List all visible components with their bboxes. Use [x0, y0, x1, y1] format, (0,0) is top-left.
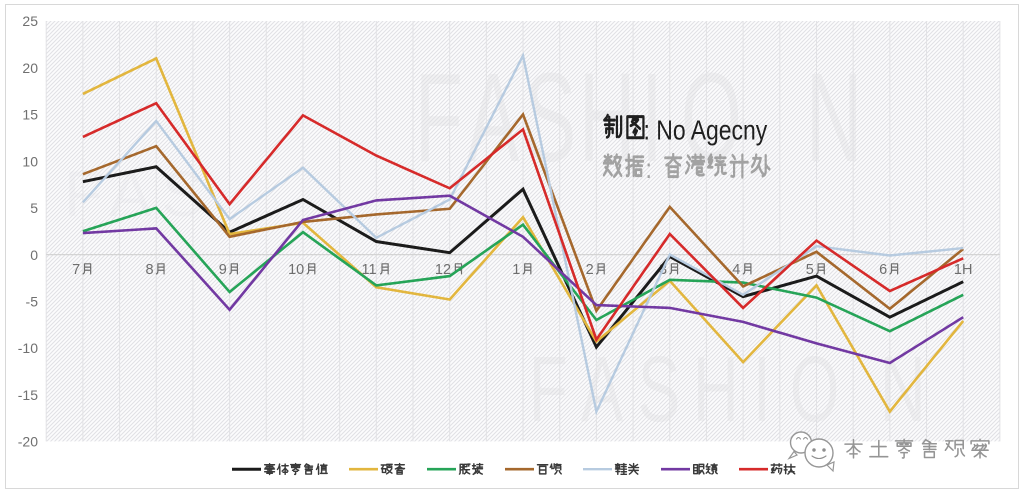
- svg-text:12: 12: [435, 262, 451, 278]
- svg-text:1H: 1H: [954, 262, 973, 278]
- svg-text:2: 2: [586, 262, 594, 278]
- svg-text:-15: -15: [18, 387, 38, 403]
- svg-text:20: 20: [22, 60, 38, 76]
- svg-text:O: O: [790, 337, 839, 441]
- svg-text:8: 8: [146, 262, 154, 278]
- svg-text:I: I: [753, 337, 771, 441]
- svg-text:-5: -5: [26, 294, 39, 310]
- svg-text:I: I: [641, 48, 663, 189]
- svg-text:N: N: [880, 337, 926, 441]
- svg-text:F: F: [529, 337, 568, 441]
- svg-text:11: 11: [362, 262, 377, 278]
- svg-text:F: F: [415, 48, 463, 189]
- svg-text:-10: -10: [18, 340, 38, 356]
- svg-text:25: 25: [22, 13, 38, 29]
- svg-text:H: H: [693, 337, 739, 441]
- svg-text:A: A: [467, 48, 519, 189]
- svg-text:6: 6: [879, 262, 887, 278]
- svg-text:O: O: [681, 48, 742, 189]
- svg-text:A: A: [581, 337, 623, 441]
- svg-text:1: 1: [512, 262, 520, 278]
- svg-text:: No Agecny: : No Agecny: [644, 115, 768, 146]
- svg-text:4: 4: [732, 262, 740, 278]
- svg-text::: :: [646, 154, 652, 185]
- svg-text:5: 5: [806, 262, 814, 278]
- svg-text:7: 7: [72, 262, 80, 278]
- svg-text:5: 5: [30, 200, 38, 216]
- svg-text:9: 9: [219, 262, 227, 278]
- svg-text:N: N: [806, 48, 862, 189]
- svg-text:S: S: [638, 337, 680, 441]
- svg-text:0: 0: [30, 247, 38, 263]
- svg-text:10: 10: [288, 262, 304, 278]
- svg-text:-20: -20: [18, 434, 38, 450]
- svg-text:15: 15: [22, 107, 38, 123]
- svg-text:10: 10: [22, 153, 38, 169]
- svg-text:S: S: [524, 48, 576, 189]
